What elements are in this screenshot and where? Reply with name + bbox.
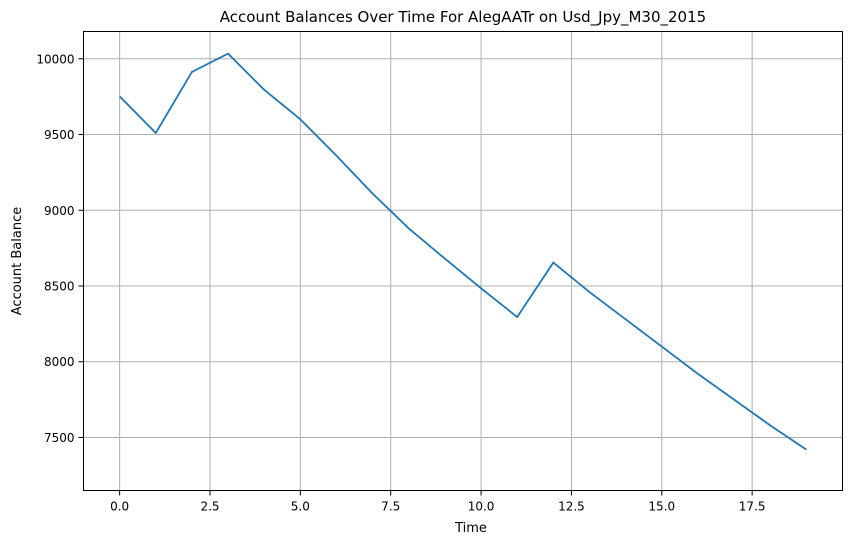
y-tick-label: 10000 — [36, 52, 74, 66]
y-tick-label: 8000 — [44, 355, 75, 369]
plot-frame — [83, 31, 843, 491]
chart-title: Account Balances Over Time For AlegAATr … — [220, 8, 706, 27]
x-tick-label: 2.5 — [200, 500, 219, 514]
y-axis-label: Account Balance — [10, 207, 25, 315]
x-tick-label: 0.0 — [110, 500, 129, 514]
series-layer — [118, 52, 807, 451]
y-tick-label: 8500 — [44, 279, 75, 293]
x-axis: 0.0 2.5 5.0 7.5 10.0 12.5 15.0 17.5 — [110, 490, 766, 514]
series-line-0 — [118, 52, 807, 451]
grid — [83, 31, 843, 491]
x-axis-label: Time — [454, 521, 487, 536]
y-tick-label: 9500 — [44, 128, 75, 142]
x-tick-label: 17.5 — [739, 500, 766, 514]
x-tick-label: 15.0 — [648, 500, 675, 514]
x-tick-label: 12.5 — [558, 500, 585, 514]
y-tick-label: 7500 — [44, 431, 75, 445]
x-tick-label: 10.0 — [468, 500, 495, 514]
x-tick-label: 5.0 — [291, 500, 310, 514]
y-tick-label: 9000 — [44, 204, 75, 218]
y-axis: 7500 8000 8500 9000 9500 10000 — [36, 52, 84, 445]
x-tick-label: 7.5 — [381, 500, 400, 514]
